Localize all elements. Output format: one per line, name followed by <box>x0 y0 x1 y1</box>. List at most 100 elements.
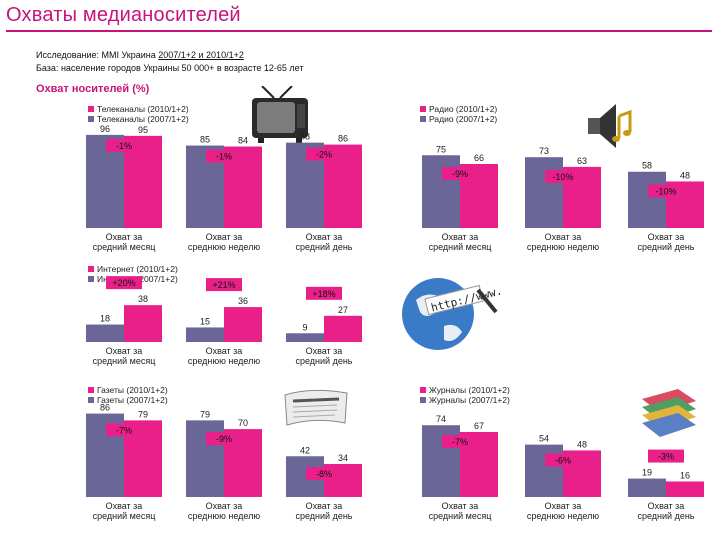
magazines-category-label: среднюю неделю <box>527 511 600 521</box>
radio-change-label: -10% <box>655 186 676 196</box>
press-category-label: Охват за <box>106 501 143 511</box>
tv-legend-label: Телеканалы (2010/1+2) <box>97 104 189 114</box>
magazines-value-label: 54 <box>539 434 549 444</box>
internet-bar <box>124 305 162 342</box>
internet-bar <box>186 327 224 342</box>
magazines-value-label: 16 <box>680 470 690 480</box>
magazines-category-label: Охват за <box>648 501 685 511</box>
press-change-badge-bg <box>306 467 342 481</box>
subtitle: Охват носителей (%) <box>36 83 150 95</box>
internet-value-label: 9 <box>302 322 307 332</box>
radio-category-label: средний месяц <box>429 242 492 252</box>
magazines-category-label: Охват за <box>442 501 479 511</box>
press-change-label: -9% <box>216 434 232 444</box>
page-title: Охваты медианосителей <box>6 4 241 26</box>
press-legend-label: Газеты (2010/1+2) <box>97 385 168 395</box>
internet-category-label: среднюю неделю <box>188 356 261 366</box>
study-years: 2007/1+2 и 2010/1+2 <box>158 50 244 60</box>
press-value-label: 79 <box>200 409 210 419</box>
magazines-legend-swatch <box>420 397 426 403</box>
tv-change-badge-bg <box>306 147 342 161</box>
title-divider <box>6 30 712 32</box>
internet-legend-swatch <box>88 276 94 282</box>
tv-legend-label: Телеканалы (2007/1+2) <box>97 114 189 124</box>
radio-category-label: Охват за <box>442 232 479 242</box>
radio-legend-label: Радио (2010/1+2) <box>429 104 497 114</box>
tv-change-badge-bg <box>106 138 142 152</box>
radio-legend-label: Радио (2007/1+2) <box>429 114 497 124</box>
radio-value-label: 73 <box>539 146 549 156</box>
radio-value-label: 58 <box>642 161 652 171</box>
magazines-category-label: Охват за <box>545 501 582 511</box>
press-bar <box>186 420 224 497</box>
radio-category-label: Охват за <box>648 232 685 242</box>
press-category-label: Охват за <box>306 501 343 511</box>
magazines-legend-label: Журналы (2010/1+2) <box>429 385 510 395</box>
internet-bar <box>86 324 124 342</box>
speaker-music-icon <box>588 104 632 148</box>
magazines-bar <box>628 478 666 497</box>
radio-category-label: средний день <box>637 242 694 252</box>
press-change-badge-bg <box>106 423 142 437</box>
internet-change-badge-bg <box>306 286 342 300</box>
magazines-legend-label: Журналы (2007/1+2) <box>429 395 510 405</box>
tv-change-label: -2% <box>316 150 332 160</box>
magazines-change-label: -3% <box>658 452 674 462</box>
magazines-bar <box>666 481 704 497</box>
tv-icon <box>252 86 308 143</box>
tv-change-badge-bg <box>206 149 242 163</box>
magazines-icon <box>642 389 696 437</box>
internet-bar <box>324 315 362 342</box>
internet-value-label: 27 <box>338 305 348 315</box>
radio-value-label: 48 <box>680 170 690 180</box>
tv-category-label: Охват за <box>206 232 243 242</box>
radio-legend-swatch <box>420 116 426 122</box>
magazines-value-label: 19 <box>642 468 652 478</box>
press-value-label: 42 <box>300 445 310 455</box>
internet-category-label: Охват за <box>306 346 343 356</box>
magazines-value-label: 67 <box>474 421 484 431</box>
magazines-change-label: -7% <box>452 437 468 447</box>
press-category-label: средний день <box>295 511 352 521</box>
internet-change-badge-bg <box>106 276 142 290</box>
base-line: База: население городов Украины 50 000+ … <box>36 63 304 73</box>
tv-category-label: средний месяц <box>93 242 156 252</box>
magazines-change-badge-bg <box>648 449 684 463</box>
press-change-label: -8% <box>316 469 332 479</box>
press-value-label: 70 <box>238 418 248 428</box>
magazines-bar <box>525 444 563 497</box>
magazines-value-label: 74 <box>436 414 446 424</box>
press-legend-label: Газеты (2007/1+2) <box>97 395 168 405</box>
tv-change-label: -1% <box>216 152 232 162</box>
internet-category-label: Охват за <box>106 346 143 356</box>
magazines-category-label: средний месяц <box>429 511 492 521</box>
radio-value-label: 63 <box>577 156 587 166</box>
press-legend-swatch <box>88 397 94 403</box>
internet-change-label: +21% <box>212 280 235 290</box>
tv-value-label: 85 <box>200 135 210 145</box>
press-value-label: 86 <box>100 403 110 413</box>
internet-legend-swatch <box>88 266 94 272</box>
press-change-badge-bg <box>206 432 242 446</box>
radio-value-label: 75 <box>436 144 446 154</box>
radio-change-label: -9% <box>452 169 468 179</box>
internet-category-label: средний месяц <box>93 356 156 366</box>
tv-category-label: среднюю неделю <box>188 242 261 252</box>
radio-change-label: -10% <box>552 172 573 182</box>
radio-value-label: 66 <box>474 153 484 163</box>
tv-category-label: средний день <box>295 242 352 252</box>
internet-value-label: 15 <box>200 316 210 326</box>
radio-change-badge-bg <box>648 184 684 198</box>
internet-category-label: средний день <box>295 356 352 366</box>
globe-http-icon: http://www. <box>402 278 502 350</box>
magazines-legend-swatch <box>420 387 426 393</box>
press-category-label: средний месяц <box>93 511 156 521</box>
tv-category-label: Охват за <box>306 232 343 242</box>
magazines-change-badge-bg <box>442 435 478 449</box>
radio-legend-swatch <box>420 106 426 112</box>
tv-value-label: 84 <box>238 136 248 146</box>
magazines-value-label: 48 <box>577 439 587 449</box>
internet-value-label: 18 <box>100 314 110 324</box>
tv-legend-swatch <box>88 106 94 112</box>
